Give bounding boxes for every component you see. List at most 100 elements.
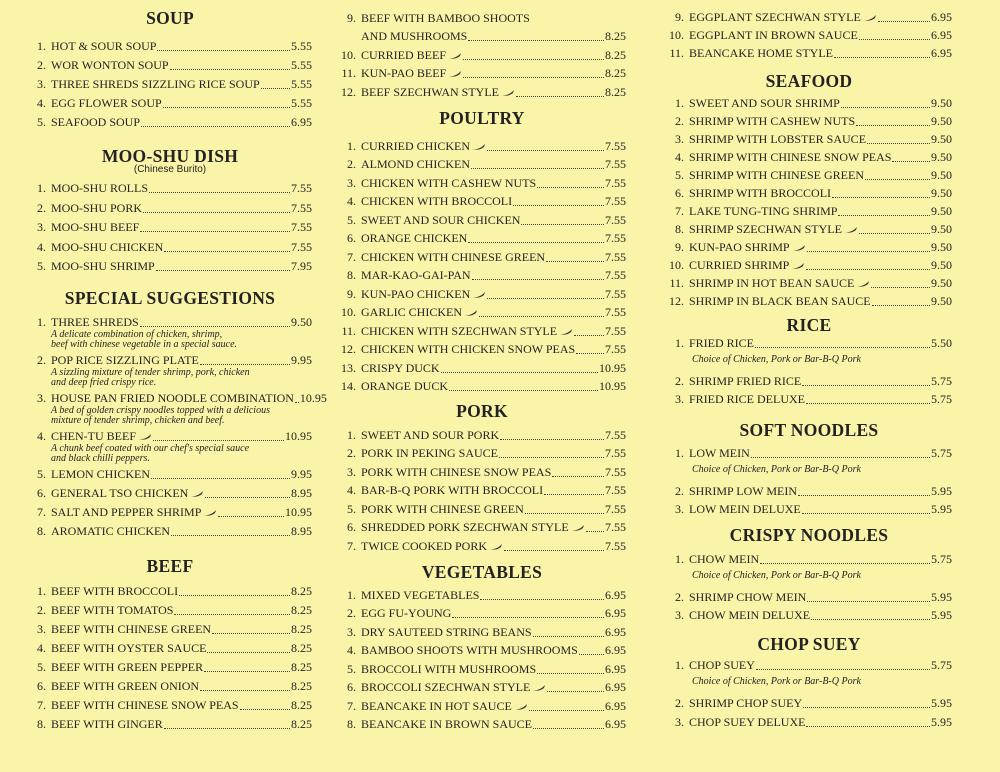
item-name: POP RICE SIZZLING PLATE <box>51 353 199 367</box>
menu-item-row: 3. MOO-SHU BEEF 7.55 <box>28 216 312 235</box>
item-price: 6.95 <box>605 606 626 620</box>
menu-item: 7. LAKE TUNG-TING SHRIMP 9.50 <box>666 201 952 219</box>
menu-item: 8. MAR-KAO-GAI-PAN 7.55 <box>338 265 626 284</box>
item-price: 6.95 <box>605 661 626 676</box>
dot-leader <box>832 197 930 198</box>
dot-leader <box>171 535 290 536</box>
menu-item: 5. SHRIMP WITH CHINESE GREEN 9.50 <box>666 165 952 183</box>
item-price: 7.55 <box>605 175 626 190</box>
dot-leader <box>143 211 290 213</box>
item-number: 14. <box>341 379 356 393</box>
menu-item-row: 1. CURRIED CHICKEN 7.55 <box>338 135 626 154</box>
item-number: 5. <box>347 212 356 227</box>
section-title: PORK <box>456 401 508 421</box>
dot-leader <box>802 384 930 386</box>
dot-leader <box>552 475 604 477</box>
dot-leader <box>499 457 604 458</box>
item-description: A sizzling mixture of tender shrimp, por… <box>51 367 250 388</box>
item-number: 3. <box>675 132 684 146</box>
menu-item: 5. MOO-SHU SHRIMP 7.95 <box>28 255 312 274</box>
dot-leader <box>806 725 930 727</box>
menu-item-row: 8. MAR-KAO-GAI-PAN 7.55 <box>338 265 626 284</box>
dot-leader <box>471 279 604 280</box>
item-name: MIXED VEGETABLES <box>361 587 480 602</box>
menu-item: 7. TWICE COOKED PORK 7.55 <box>338 535 626 554</box>
menu-item-row: 4. BAMBOO SHOOTS WITH MUSHROOMS 6.95 <box>338 640 626 659</box>
item-name: KUN-PAO CHICKEN <box>361 286 471 301</box>
item-number: 8. <box>37 524 46 538</box>
menu-item-row: 2. SHRIMP FRIED RICE 5.75 <box>666 371 952 389</box>
item-name: FRIED RICE DELUXE <box>689 392 805 407</box>
item-price: 6.95 <box>931 10 952 24</box>
item-price: 8.25 <box>291 717 312 731</box>
item-number: 3. <box>37 77 46 91</box>
item-number: 1. <box>675 96 684 110</box>
dot-leader <box>164 250 290 252</box>
item-number: 1. <box>347 138 356 153</box>
menu-item: 9. BEEF WITH BAMBOO SHOOTS AND MUSHROOMS 8.… <box>338 7 626 44</box>
item-name: CRISPY DUCK <box>361 360 440 375</box>
item-number: 12. <box>669 294 684 308</box>
menu-item: 9. KUN-PAO SHRIMP 9.50 <box>666 237 952 255</box>
menu-item: 8. BEEF WITH GINGER 8.25 <box>28 713 312 732</box>
item-price: 8.25 <box>605 84 626 99</box>
menu-item-row: 5. SEAFOOD SOUP 6.95 <box>28 111 312 130</box>
menu-item: 6. SHRIMP WITH BROCCOLI 9.50 <box>666 183 952 201</box>
item-name: MOO-SHU BEEF <box>51 220 140 235</box>
item-number: 10. <box>341 47 356 62</box>
dot-leader <box>463 58 604 60</box>
item-number: 3. <box>675 392 684 407</box>
item-price: 7.55 <box>605 446 626 460</box>
menu-item: 9. KUN-PAO CHICKEN 7.55 <box>338 283 626 302</box>
item-price: 5.75 <box>931 658 952 673</box>
item-name: EGGPLANT SZECHWAN STYLE <box>689 10 861 24</box>
item-price: 5.75 <box>931 392 952 407</box>
section-title: CRISPY NOODLES <box>729 525 889 545</box>
item-name: GARLIC CHICKEN <box>361 305 462 319</box>
item-name: FRIED RICE <box>689 336 755 351</box>
menu-item: 6. BEEF WITH GREEN ONION 8.25 <box>28 675 312 694</box>
menu-item: 1. SWEET AND SOUR SHRIMP 9.50 <box>666 93 952 111</box>
item-name: CHICKEN WITH CASHEW NUTS <box>361 175 537 190</box>
item-name-continued: AND MUSHROOMS <box>361 29 468 43</box>
menu-item-row: 14. ORANGE DUCK 10.95 <box>338 376 626 395</box>
menu-item: 2. EGG FU-YOUNG 6.95 <box>338 603 626 622</box>
spicy-pepper-icon <box>530 680 546 695</box>
item-number: 4. <box>347 483 356 497</box>
item-name: BROCCOLI SZECHWAN STYLE <box>361 680 531 694</box>
item-number: 7. <box>347 538 356 553</box>
menu-item: 1. CHOP SUEY 5.75 Choice of Chicken, Pork o… <box>666 655 952 693</box>
menu-item: 3. BEEF WITH CHINESE GREEN 8.25 <box>28 618 312 637</box>
item-name: BEANCAKE IN HOT SAUCE <box>361 698 512 713</box>
menu-item: 4. CHEN-TU BEEF 10.95 A chunk beef coated w… <box>28 425 312 463</box>
section-title: POULTRY <box>439 108 525 128</box>
item-number: 1. <box>675 551 684 566</box>
item-name: CHEN-TU BEEF <box>51 429 136 443</box>
menu-item-row: 9. EGGPLANT SZECHWAN STYLE 6.95 <box>666 7 952 25</box>
item-number: 1. <box>347 427 356 442</box>
item-price: 10.95 <box>599 360 626 375</box>
item-number: 12. <box>341 84 356 99</box>
menu-item-row: 3. FRIED RICE DELUXE 5.75 <box>666 389 952 407</box>
item-price: 8.25 <box>605 29 626 43</box>
item-number: 9. <box>675 240 684 254</box>
menu-item: 1. SWEET AND SOUR PORK 7.55 <box>338 424 626 443</box>
item-number: 2. <box>675 373 684 388</box>
item-name: SWEET AND SOUR PORK <box>361 427 500 442</box>
dot-leader <box>205 497 290 498</box>
dot-leader <box>440 371 598 373</box>
menu-item-row: 3. THREE SHREDS SIZZLING RICE SOUP 5.55 <box>28 73 312 92</box>
item-number: 4. <box>37 429 46 443</box>
menu-item: 1. FRIED RICE 5.50 Choice of Chicken, Pork … <box>666 333 952 371</box>
item-number: 1. <box>37 584 46 598</box>
menu-item: 10. CURRIED SHRIMP 9.50 <box>666 255 952 273</box>
item-price: 5.95 <box>931 589 952 604</box>
menu-item: 7. SALT AND PEPPER SHRIMP 10.95 <box>28 501 312 520</box>
item-note: Choice of Chicken, Pork or Bar-B-Q Pork <box>692 464 861 476</box>
dot-leader <box>871 287 930 288</box>
menu-item-row: 5. BEEF WITH GREEN PEPPER 8.25 <box>28 656 312 675</box>
dot-leader <box>480 598 604 600</box>
dot-leader <box>463 77 604 78</box>
menu-item: 2. BEEF WITH TOMATOS 8.25 <box>28 599 312 618</box>
item-name: LAKE TUNG-TING SHRIMP <box>689 204 838 218</box>
